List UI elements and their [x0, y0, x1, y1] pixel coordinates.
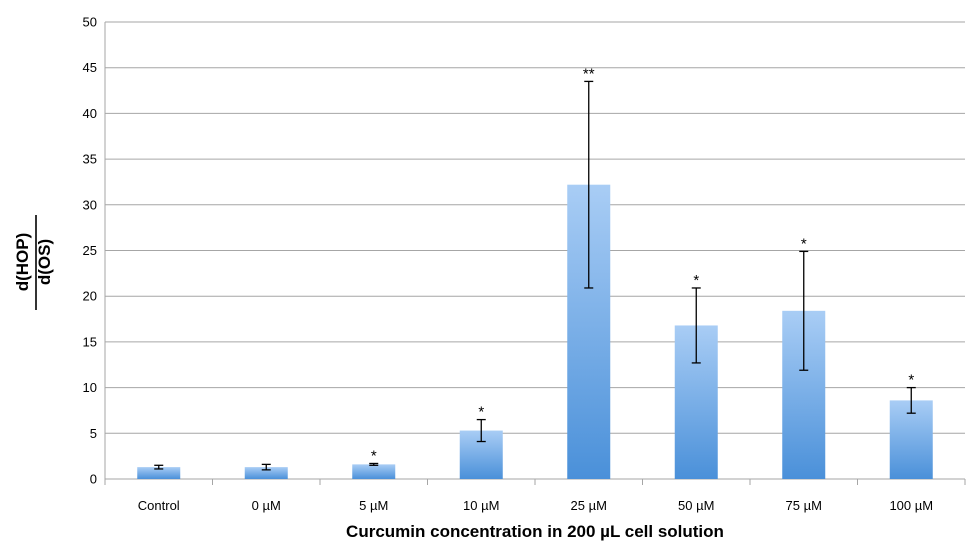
bar [352, 464, 396, 479]
y-tick-label: 50 [83, 15, 97, 30]
error-bar [369, 462, 379, 466]
error-bar [476, 418, 486, 443]
bar [137, 467, 181, 479]
error-bar [154, 464, 164, 470]
x-tick-label: 50 µM [678, 498, 714, 513]
x-tick-label: 25 µM [571, 498, 607, 513]
x-tick-label: 75 µM [786, 498, 822, 513]
x-tick-label: 0 µM [252, 498, 281, 513]
y-tick-label: 45 [83, 60, 97, 75]
y-tick-label: 25 [83, 243, 97, 258]
significance-marker: ** [583, 65, 595, 82]
y-axis-label-numerator: d(HOP) [13, 233, 32, 292]
y-tick-label: 40 [83, 106, 97, 121]
y-tick-label: 35 [83, 152, 97, 167]
y-tick-label: 10 [83, 380, 97, 395]
error-bar [584, 80, 594, 289]
y-tick-label: 5 [90, 426, 97, 441]
x-axis-label: Curcumin concentration in 200 µL cell so… [346, 522, 724, 541]
y-tick-label: 0 [90, 472, 97, 487]
significance-marker: * [371, 447, 377, 464]
y-tick-label: 20 [83, 289, 97, 304]
significance-marker: * [801, 235, 807, 252]
error-bar [799, 250, 809, 371]
significance-marker: * [693, 272, 699, 289]
error-bar [691, 287, 701, 364]
x-tick-label: 10 µM [463, 498, 499, 513]
significance-marker: * [478, 404, 484, 421]
bar [244, 467, 288, 479]
x-tick-label: 5 µM [359, 498, 388, 513]
significance-marker: * [908, 372, 914, 389]
bars [137, 184, 933, 479]
y-tick-label: 30 [83, 197, 97, 212]
error-bar [261, 463, 271, 471]
error-bar [906, 386, 916, 414]
y-tick-label: 15 [83, 334, 97, 349]
labels: 0 5 10 15 20 25 30 35 40 45 50 Control 0 µM * 5 µM * 10 … [83, 15, 934, 514]
gridlines [104, 21, 966, 485]
y-axis-label-denominator: d(OS) [35, 239, 54, 285]
x-tick-label: 100 µM [889, 498, 933, 513]
error-bars [154, 80, 916, 471]
x-tick-label: Control [138, 498, 180, 513]
